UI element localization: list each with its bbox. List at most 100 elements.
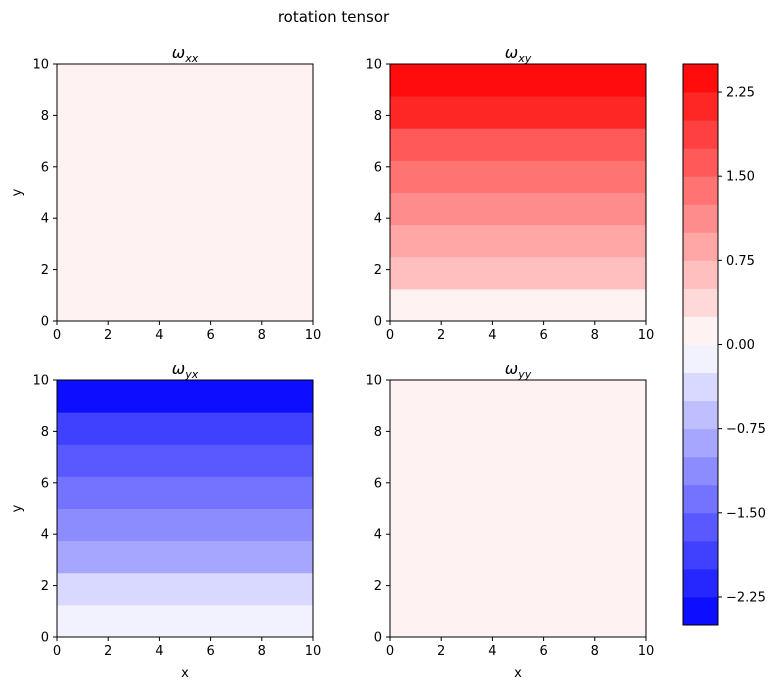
x-tick-label: 6: [539, 644, 547, 659]
colorbar-segment: [683, 456, 718, 486]
x-tick-label: 10: [638, 644, 655, 659]
y-tick-label: 8: [41, 425, 49, 440]
contour-band: [390, 64, 646, 97]
y-tick-label: 10: [365, 374, 382, 389]
y-tick-label: 0: [41, 315, 49, 330]
colorbar-tick-label: 0.75: [726, 254, 755, 269]
subplot-title: ωxx: [172, 43, 199, 65]
colorbar-segment: [683, 400, 718, 430]
subplot-1: 0 2 4 6 8 10 0 2 4 6 8 10 ωxx y: [10, 43, 321, 343]
x-tick-label: 10: [305, 644, 322, 659]
contour-band: [57, 540, 313, 574]
colorbar-segment: [683, 204, 718, 233]
x-tick-label: 0: [53, 328, 61, 343]
y-axis-label: y: [10, 504, 25, 512]
x-tick-label: 10: [305, 328, 322, 343]
x-tick-label: 8: [258, 644, 266, 659]
subplot-title: ωxy: [505, 43, 532, 65]
colorbar-segment: [683, 596, 718, 626]
colorbar-segment: [683, 288, 718, 317]
y-tick-label: 4: [374, 528, 382, 543]
colorbar-segment: [683, 372, 718, 402]
y-tick-label: 10: [32, 58, 49, 73]
y-tick-label: 2: [41, 579, 49, 594]
colorbar-segment: [683, 568, 718, 598]
x-tick-label: 2: [104, 644, 112, 659]
colorbar-segment: [683, 120, 718, 149]
colorbar-tick-label: 0.00: [726, 338, 755, 353]
x-tick-label: 10: [638, 328, 655, 343]
y-tick-label: 4: [41, 212, 49, 227]
subplot-3: 0 2 4 6 8 10 0 2 4 6 8 10 ωyx x y: [10, 359, 321, 681]
contour-band: [390, 160, 646, 193]
x-tick-label: 8: [591, 328, 599, 343]
axes-frame: [389, 63, 647, 322]
colorbar-tick-label: 1.50: [726, 170, 755, 185]
colorbar-tick-label: 2.25: [726, 86, 755, 101]
colorbar-segment: [683, 428, 718, 458]
axes-frame: [56, 63, 314, 322]
y-tick-label: 8: [41, 109, 49, 124]
y-tick-label: 8: [374, 109, 382, 124]
y-axis-label: y: [10, 188, 25, 196]
colorbar-segment: [683, 512, 718, 542]
y-tick-label: 2: [374, 263, 382, 278]
x-tick-label: 2: [437, 328, 445, 343]
colorbar-segment: [683, 540, 718, 570]
y-tick-label: 4: [374, 212, 382, 227]
colorbar-tick-label: −1.50: [726, 506, 766, 521]
x-tick-label: 2: [437, 644, 445, 659]
axes-frame: [56, 379, 314, 638]
axes-frame: [389, 379, 647, 638]
subplot-4: 0 2 4 6 8 10 0 2 4 6 8 10 ωyy x: [365, 359, 654, 681]
x-tick-label: 0: [386, 644, 394, 659]
y-tick-label: 10: [365, 58, 382, 73]
contour-band: [390, 192, 646, 226]
x-tick-label: 2: [104, 328, 112, 343]
x-tick-label: 8: [591, 644, 599, 659]
colorbar-tick-label: −0.75: [726, 422, 766, 437]
x-tick-label: 6: [539, 328, 547, 343]
contour-band: [390, 256, 646, 290]
x-tick-label: 8: [258, 328, 266, 343]
y-tick-label: 4: [41, 528, 49, 543]
x-axis-label: x: [181, 666, 189, 681]
y-tick-label: 6: [41, 160, 49, 175]
x-axis-label: x: [514, 666, 522, 681]
colorbar: −2.25 −1.50 −0.75 0.00 0.75 1.50 2.25: [682, 63, 766, 626]
colorbar-segment: [683, 92, 718, 121]
contour-band: [57, 508, 313, 542]
colorbar-segment: [683, 344, 718, 374]
y-tick-label: 0: [374, 315, 382, 330]
contour-band: [57, 64, 313, 322]
colorbar-segment: [683, 64, 718, 93]
y-tick-label: 6: [41, 476, 49, 491]
contour-band: [390, 380, 646, 638]
y-tick-label: 6: [374, 476, 382, 491]
contour-band: [390, 128, 646, 161]
colorbar-segment: [683, 148, 718, 177]
contour-band: [57, 380, 313, 413]
y-tick-label: 10: [32, 374, 49, 389]
contour-band: [390, 288, 646, 322]
contour-band: [57, 476, 313, 509]
x-tick-label: 0: [53, 644, 61, 659]
x-tick-label: 4: [155, 644, 163, 659]
x-tick-label: 6: [206, 644, 214, 659]
contour-band: [57, 412, 313, 445]
contour-band: [390, 224, 646, 258]
x-tick-label: 4: [155, 328, 163, 343]
colorbar-segment: [683, 260, 718, 289]
subplot-title: ωyy: [505, 359, 532, 381]
subplot-2: 0 2 4 6 8 10 0 2 4 6 8 10 ωxy: [365, 43, 654, 343]
colorbar-segment: [683, 232, 718, 261]
x-tick-label: 6: [206, 328, 214, 343]
x-tick-label: 4: [488, 644, 496, 659]
figure-title: rotation tensor: [277, 8, 390, 26]
colorbar-segment: [683, 316, 718, 345]
y-tick-label: 8: [374, 425, 382, 440]
x-tick-label: 4: [488, 328, 496, 343]
y-tick-label: 2: [41, 263, 49, 278]
y-tick-label: 0: [374, 631, 382, 646]
y-tick-label: 0: [41, 631, 49, 646]
